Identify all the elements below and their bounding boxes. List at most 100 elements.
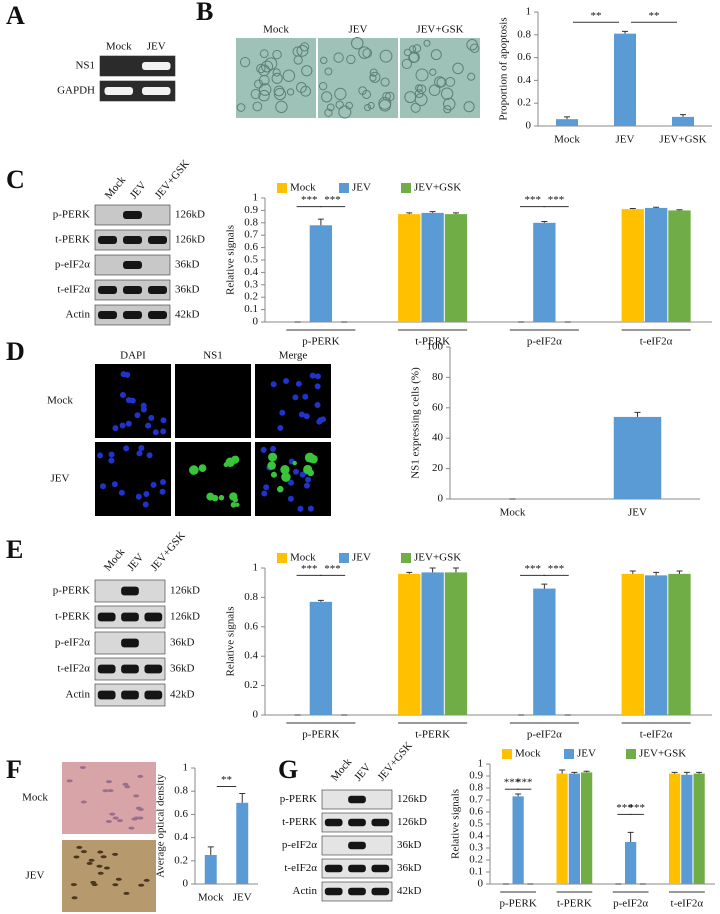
row-label: JEV: [26, 870, 45, 882]
y-axis-label: NS1 expressing cells (%): [410, 367, 422, 479]
blot-band: [121, 586, 139, 596]
y-axis-label: Average optical density: [155, 774, 167, 878]
y-tick-label: 0.7: [469, 794, 483, 806]
cell: [115, 877, 122, 881]
lane-label: JEV: [125, 551, 146, 573]
fluorescence-image: [255, 442, 331, 516]
row-label: p-eIF2α: [55, 259, 90, 271]
ns1-signal: [232, 497, 238, 503]
blot-band: [121, 638, 139, 648]
cell: [282, 69, 296, 83]
nucleus: [99, 483, 106, 490]
bar: [398, 573, 421, 715]
cell: [116, 819, 123, 823]
row-label: p-PERK: [280, 793, 317, 805]
cell: [261, 60, 274, 73]
cell: [463, 101, 475, 113]
cell: [80, 850, 87, 854]
y-axis-label: Relative signals: [225, 607, 237, 677]
bar: [444, 572, 468, 715]
cell: [423, 39, 431, 47]
blot-band: [142, 62, 171, 70]
significance-label: **: [649, 10, 660, 22]
significance-label: ***: [524, 194, 541, 206]
cell: [346, 54, 356, 65]
fluorescence-image: [175, 442, 251, 516]
bar: [512, 796, 524, 884]
y-tick-label: 1: [253, 192, 259, 204]
y-tick-label: 0: [253, 709, 259, 721]
y-tick-label: 0.8: [174, 785, 188, 797]
cell: [382, 91, 391, 101]
nucleus: [316, 418, 323, 425]
blot-band: [148, 311, 167, 319]
legend-swatch: [277, 183, 287, 193]
x-tick-label: JEV+GSK: [659, 134, 706, 146]
significance-label: ***: [629, 802, 646, 814]
y-tick-label: 0.9: [469, 770, 483, 782]
error-bar: [653, 571, 660, 576]
nucleus: [152, 429, 159, 436]
legend-swatch: [626, 749, 636, 759]
cell: [300, 85, 312, 97]
error-bar: [683, 771, 690, 775]
error-bar: [671, 771, 678, 774]
bar: [621, 573, 644, 715]
nucleus: [119, 422, 126, 429]
cell: [369, 68, 378, 77]
bar: [581, 772, 593, 884]
cell: [369, 74, 377, 82]
x-tick-label: p-PERK: [302, 729, 339, 741]
cell: [275, 100, 288, 114]
row-label: t-PERK: [282, 816, 317, 828]
legend-swatch: [401, 183, 411, 193]
cell: [296, 44, 309, 57]
y-axis-label: Proportion of apoptosis: [498, 17, 510, 120]
cell: [252, 101, 263, 112]
cell: [88, 858, 95, 862]
error-bar: [622, 30, 628, 34]
nucleus: [297, 505, 304, 512]
blot-band: [348, 841, 366, 850]
x-tick-label: p-PERK: [499, 898, 536, 910]
blot-band: [121, 690, 139, 700]
ns1-signal: [268, 452, 278, 462]
ns1-signal: [292, 460, 297, 466]
error-bar: [571, 771, 578, 774]
bar: [625, 842, 637, 884]
row-label: NS1: [75, 60, 95, 72]
error-bar: [583, 770, 590, 773]
bar: [421, 212, 444, 322]
bar: [309, 225, 333, 322]
y-tick-label: 0.2: [244, 679, 258, 691]
cell: [379, 49, 393, 63]
cell: [112, 852, 119, 856]
cell: [338, 105, 352, 119]
size-label: 126kD: [397, 793, 427, 805]
nucleus: [303, 482, 310, 489]
cell: [378, 96, 392, 110]
x-tick-label: JEV: [628, 507, 647, 519]
cell: [236, 103, 246, 112]
nucleus: [270, 445, 277, 452]
blot-band: [348, 864, 366, 873]
error-bar: [429, 211, 436, 213]
panel-letter: D: [6, 337, 25, 366]
nucleus: [263, 484, 270, 491]
blot-band: [148, 286, 167, 294]
x-tick-label: t-eIF2α: [640, 729, 673, 741]
ns1-signal: [281, 472, 291, 482]
legend-label: JEV: [352, 552, 371, 564]
y-tick-label: 0.4: [244, 266, 258, 278]
cell: [380, 77, 390, 87]
y-tick-label: 20: [432, 462, 444, 474]
cell: [321, 91, 333, 103]
significance-label: **: [221, 774, 232, 786]
cell: [318, 81, 328, 91]
cell: [358, 46, 371, 59]
cell: [440, 87, 454, 100]
y-tick-label: 0.2: [517, 97, 531, 109]
significance-label: ***: [324, 563, 341, 575]
row-label: p-PERK: [53, 585, 90, 597]
bar: [681, 774, 693, 884]
